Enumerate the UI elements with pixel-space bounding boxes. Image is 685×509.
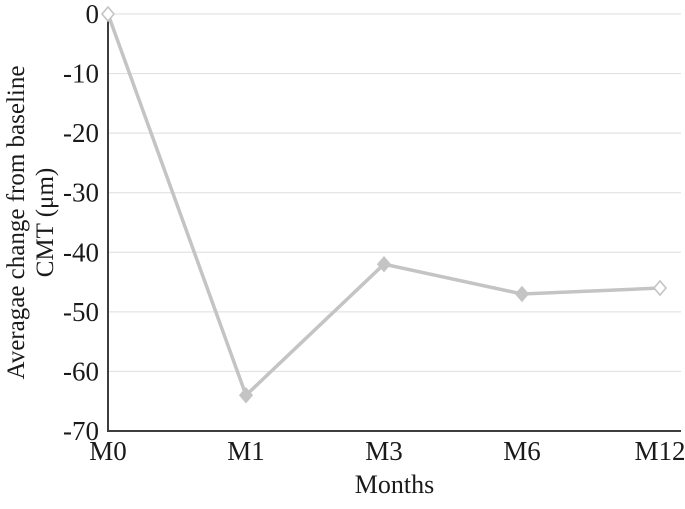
x-tick-label: M0 bbox=[89, 436, 127, 466]
data-point-M6 bbox=[514, 285, 530, 303]
data-line bbox=[106, 13, 661, 399]
data-point-M1 bbox=[238, 387, 254, 404]
x-tick-label: M6 bbox=[503, 436, 541, 466]
y-tick-label: -70 bbox=[63, 416, 99, 446]
y-axis-title-line1: Averagae change from baseline bbox=[3, 65, 30, 380]
data-point-M3 bbox=[376, 255, 392, 273]
y-axis-title-line2: CMT (μm) bbox=[32, 167, 59, 278]
y-tick-label: -40 bbox=[63, 237, 99, 267]
y-axis-title: Averagae change from baseline CMT (μm) bbox=[2, 14, 60, 431]
y-tick-label: -10 bbox=[63, 59, 99, 89]
y-tick-label: -30 bbox=[63, 178, 99, 208]
data-point-M0 bbox=[100, 5, 116, 23]
y-tick-label: -20 bbox=[63, 118, 99, 148]
x-tick-label: M12 bbox=[634, 436, 685, 466]
x-axis-title: Months bbox=[354, 470, 435, 499]
x-tick-label: M1 bbox=[227, 436, 265, 466]
data-point-M12 bbox=[652, 279, 668, 297]
x-tick-label: M3 bbox=[365, 436, 403, 466]
y-tick-label: 0 bbox=[86, 0, 100, 29]
y-tick-label: -50 bbox=[63, 297, 99, 327]
y-tick-label: -60 bbox=[63, 356, 99, 386]
